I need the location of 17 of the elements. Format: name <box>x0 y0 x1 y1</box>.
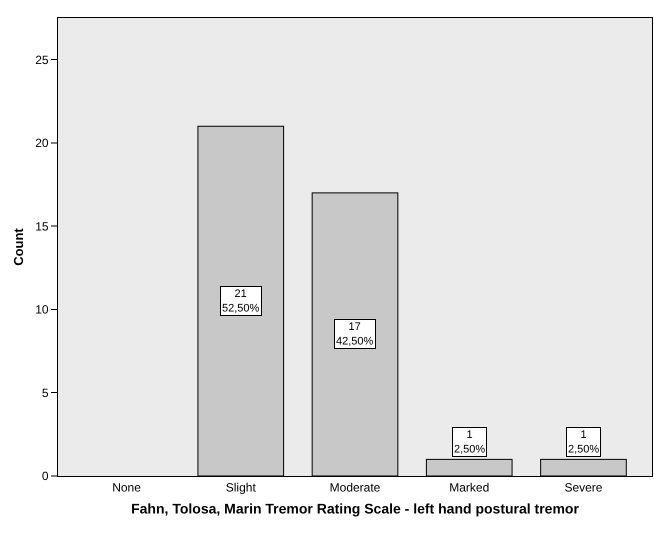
y-tick-label: 10 <box>35 302 49 317</box>
x-tick-label: Moderate <box>330 480 381 494</box>
data-label: 17 42,50% <box>336 321 374 348</box>
y-tick-label: 15 <box>35 219 49 234</box>
data-label: 1 2,50% <box>454 429 486 456</box>
y-tick-label: 5 <box>42 386 49 400</box>
y-tick-label: 25 <box>35 52 49 67</box>
y-tick-label: 20 <box>35 136 49 150</box>
x-tick-label: None <box>112 480 142 494</box>
y-axis-title: Count <box>11 228 26 266</box>
x-tick-label: Marked <box>449 480 490 494</box>
y-tick-label: 0 <box>42 469 49 484</box>
x-tick-label: Slight <box>226 480 256 494</box>
data-label: 1 2,50% <box>568 429 600 456</box>
data-label: 21 52,50% <box>222 288 260 314</box>
x-axis-title: Fahn, Tolosa, Marin Tremor Rating Scale - left hand postural tremor <box>131 500 580 517</box>
x-tick-label: Severe <box>564 480 603 494</box>
